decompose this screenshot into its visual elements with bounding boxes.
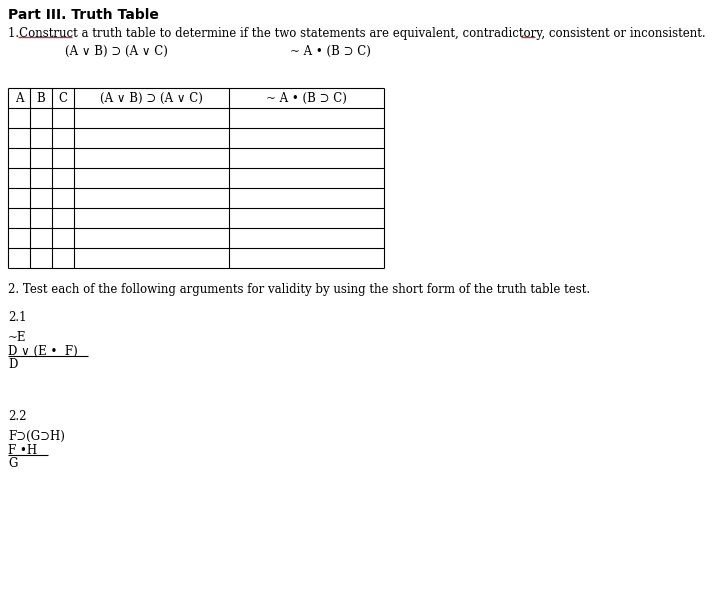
Text: 2.2: 2.2 — [8, 410, 26, 423]
Text: D ∨ (E •  F): D ∨ (E • F) — [8, 345, 78, 358]
Text: A: A — [15, 92, 23, 105]
Text: D: D — [8, 358, 17, 371]
Text: C: C — [58, 92, 68, 105]
Text: ~ A • (B ⊃ C): ~ A • (B ⊃ C) — [266, 92, 347, 105]
Text: ~E: ~E — [8, 331, 26, 344]
Text: (A ∨ B) ⊃ (A ∨ C): (A ∨ B) ⊃ (A ∨ C) — [100, 92, 203, 105]
Text: G: G — [8, 457, 17, 470]
Text: 2. Test each of the following arguments for validity by using the short form of : 2. Test each of the following arguments … — [8, 283, 590, 296]
Text: B: B — [36, 92, 45, 105]
Text: ~ A • (B ⊃ C): ~ A • (B ⊃ C) — [290, 45, 371, 58]
Text: 2.1: 2.1 — [8, 311, 26, 324]
Text: F •H: F •H — [8, 444, 37, 457]
Text: F⊃(G⊃H): F⊃(G⊃H) — [8, 430, 65, 443]
Text: Part III. Truth Table: Part III. Truth Table — [8, 8, 159, 22]
Text: (A ∨ B) ⊃ (A ∨ C): (A ∨ B) ⊃ (A ∨ C) — [65, 45, 168, 58]
Text: 1.Construct a truth table to determine if the two statements are equivalent, con: 1.Construct a truth table to determine i… — [8, 27, 706, 40]
